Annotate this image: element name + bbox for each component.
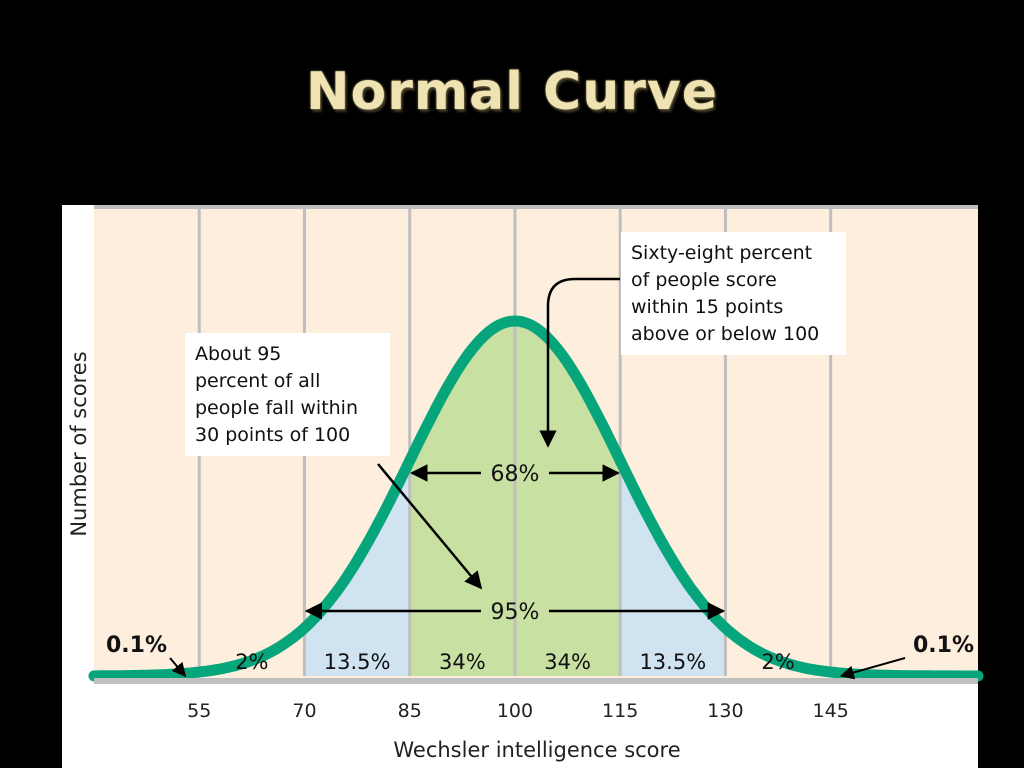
segment-label-3: 34% — [439, 650, 486, 674]
segment-label-6: 2% — [761, 650, 794, 674]
x-tick-label-115: 115 — [602, 700, 638, 722]
callout-68-connector — [539, 277, 620, 448]
plot-top-border — [94, 205, 978, 209]
x-tick-label-55: 55 — [187, 700, 211, 722]
segment-label-0: 0.1% — [106, 633, 167, 658]
tail-arrow-left — [169, 657, 187, 678]
annotation-box-ninety_five — [185, 333, 390, 456]
x-tick-label-70: 70 — [292, 700, 316, 722]
annotation-line-sixty_eight-3: above or below 100 — [631, 323, 819, 345]
x-axis-line — [94, 678, 978, 684]
annotation-line-ninety_five-3: 30 points of 100 — [195, 424, 350, 446]
annotation-line-ninety_five-0: About 95 — [195, 343, 281, 365]
slide-title: Normal Curve — [305, 62, 719, 122]
segment-label-4: 34% — [544, 650, 591, 674]
annotation-line-sixty_eight-2: within 15 points — [631, 296, 783, 318]
y-axis-label: Number of scores — [67, 351, 91, 536]
x-tick-label-85: 85 — [398, 700, 422, 722]
x-tick-label-130: 130 — [707, 700, 743, 722]
tail-arrow-right — [839, 657, 906, 680]
callout-95-connector — [377, 463, 483, 590]
annotation-line-ninety_five-2: people fall within — [195, 397, 358, 419]
normal-curve-line — [88, 315, 984, 682]
segment-label-2: 13.5% — [324, 650, 391, 674]
annotation-line-sixty_eight-0: Sixty-eight percent — [631, 242, 812, 264]
x-tick-label-100: 100 — [497, 700, 533, 722]
x-tick-label-145: 145 — [813, 700, 849, 722]
segment-label-5: 13.5% — [639, 650, 706, 674]
segment-label-1: 2% — [235, 650, 268, 674]
range-label-0: 68% — [490, 462, 539, 487]
x-axis-label: Wechsler intelligence score — [393, 738, 680, 762]
range-label-1: 95% — [490, 600, 539, 625]
annotation-box-sixty_eight — [621, 232, 846, 355]
annotation-line-ninety_five-1: percent of all — [195, 370, 320, 392]
segment-label-7: 0.1% — [913, 633, 974, 658]
annotation-line-sixty_eight-1: of people score — [631, 269, 777, 291]
